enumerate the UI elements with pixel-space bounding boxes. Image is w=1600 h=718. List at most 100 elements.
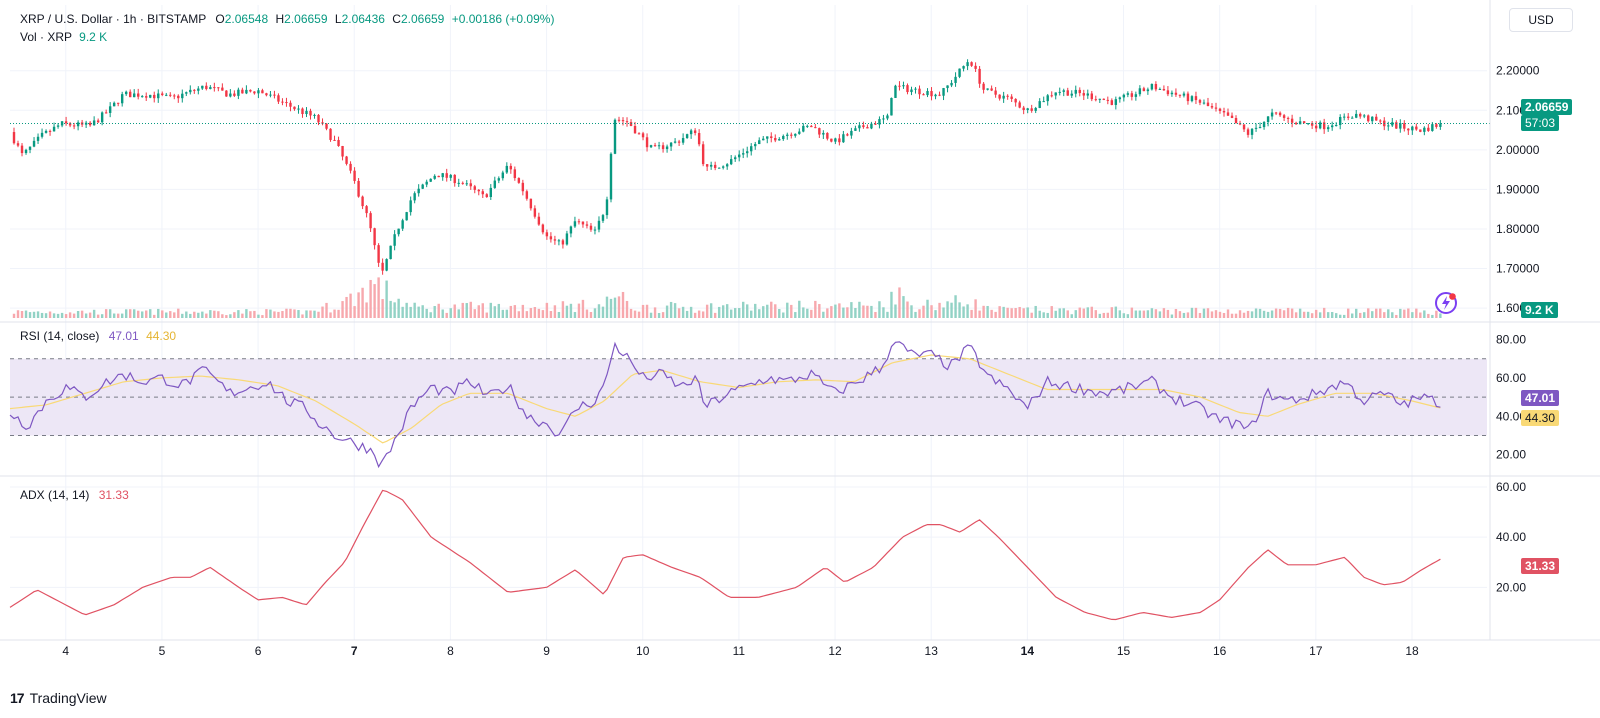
candle-body[interactable] [293, 106, 296, 110]
candle-body[interactable] [489, 187, 492, 197]
candle-body[interactable] [413, 193, 416, 201]
candlesticks[interactable] [10, 59, 1490, 275]
candle-body[interactable] [846, 134, 849, 136]
candle-body[interactable] [565, 233, 569, 245]
candle-body[interactable] [529, 198, 533, 209]
candle-body[interactable] [445, 173, 448, 178]
candle-body[interactable] [465, 183, 468, 185]
candle-body[interactable] [814, 127, 817, 129]
candle-body[interactable] [457, 182, 460, 184]
candle-body[interactable] [513, 169, 517, 179]
candle-body[interactable] [874, 123, 877, 125]
rsi-ma-line[interactable] [9, 354, 1441, 444]
candle-body[interactable] [1375, 116, 1378, 121]
candle-body[interactable] [225, 90, 228, 97]
candle-body[interactable] [116, 102, 120, 104]
candle-body[interactable] [1403, 123, 1406, 129]
candle-body[interactable] [1314, 125, 1318, 129]
candle-body[interactable] [549, 236, 553, 240]
candle-body[interactable] [1050, 95, 1053, 97]
candle-body[interactable] [970, 62, 973, 66]
candle-body[interactable] [1270, 112, 1274, 117]
candle-body[interactable] [798, 131, 801, 134]
candle-body[interactable] [16, 143, 20, 146]
volume-legend[interactable]: Vol · XRP 9.2 K [20, 30, 107, 44]
candle-body[interactable] [786, 134, 789, 136]
candle-body[interactable] [1034, 107, 1037, 111]
candle-body[interactable] [349, 163, 352, 171]
candle-body[interactable] [357, 180, 360, 197]
candle-body[interactable] [1202, 102, 1206, 104]
candle-body[interactable] [257, 90, 260, 94]
candle-body[interactable] [273, 94, 276, 96]
candle-body[interactable] [421, 184, 424, 189]
candle-body[interactable] [822, 132, 825, 135]
candle-body[interactable] [28, 146, 32, 150]
candle-body[interactable] [870, 123, 873, 129]
candle-body[interactable] [649, 145, 653, 148]
candle-body[interactable] [645, 137, 649, 148]
candle-body[interactable] [96, 120, 100, 123]
candle-body[interactable] [133, 93, 136, 98]
candle-body[interactable] [1423, 127, 1426, 132]
candle-body[interactable] [60, 121, 64, 126]
candle-body[interactable] [946, 85, 949, 89]
rsi-legend[interactable]: RSI (14, close) 47.01 44.30 [20, 329, 176, 343]
candle-body[interactable] [774, 137, 777, 141]
candle-body[interactable] [84, 122, 88, 125]
candle-body[interactable] [481, 191, 484, 195]
candle-body[interactable] [585, 224, 589, 226]
candle-body[interactable] [245, 89, 248, 94]
candle-body[interactable] [305, 110, 308, 115]
candle-body[interactable] [994, 90, 997, 95]
candle-body[interactable] [1074, 89, 1077, 94]
candle-body[interactable] [1182, 93, 1186, 96]
candle-body[interactable] [693, 130, 697, 134]
candle-body[interactable] [738, 154, 741, 158]
candle-body[interactable] [854, 128, 857, 131]
candle-body[interactable] [1286, 117, 1290, 119]
candle-body[interactable] [1070, 93, 1073, 96]
candle-body[interactable] [818, 128, 821, 135]
candle-body[interactable] [169, 94, 172, 96]
candle-body[interactable] [329, 128, 332, 140]
candle-body[interactable] [201, 85, 204, 89]
candle-body[interactable] [1427, 127, 1430, 131]
candle-body[interactable] [725, 164, 729, 167]
candle-body[interactable] [1114, 99, 1118, 105]
candle-body[interactable] [1318, 122, 1322, 129]
candle-body[interactable] [1082, 93, 1085, 96]
candle-body[interactable] [1158, 88, 1162, 90]
candle-body[interactable] [766, 136, 769, 139]
candle-body[interactable] [653, 145, 657, 147]
candle-body[interactable] [1387, 125, 1390, 127]
rsi-line[interactable] [9, 341, 1441, 469]
candle-body[interactable] [181, 93, 184, 99]
candle-body[interactable] [509, 165, 513, 170]
candle-body[interactable] [52, 126, 56, 132]
candle-body[interactable] [1343, 116, 1346, 118]
adx-pane[interactable] [9, 489, 1441, 621]
candle-body[interactable] [1391, 122, 1394, 126]
candle-body[interactable] [810, 125, 813, 128]
candle-body[interactable] [1038, 101, 1041, 108]
candle-body[interactable] [1230, 115, 1234, 119]
candle-body[interactable] [1310, 123, 1314, 126]
candle-body[interactable] [1066, 90, 1069, 96]
candle-body[interactable] [1278, 112, 1282, 116]
candle-body[interactable] [373, 228, 376, 246]
candle-body[interactable] [1194, 96, 1198, 101]
candle-body[interactable] [826, 132, 829, 139]
candle-body[interactable] [978, 68, 981, 84]
candle-body[interactable] [124, 91, 128, 95]
candle-body[interactable] [581, 221, 585, 225]
candle-body[interactable] [1198, 100, 1202, 103]
candle-body[interactable] [641, 133, 645, 138]
candle-body[interactable] [173, 95, 176, 97]
candle-body[interactable] [1234, 118, 1238, 124]
candle-body[interactable] [541, 224, 545, 233]
candle-body[interactable] [577, 221, 581, 223]
candle-body[interactable] [593, 229, 597, 231]
price-axis[interactable]: 1.600001.700001.800001.900002.000002.100… [1496, 64, 1540, 595]
